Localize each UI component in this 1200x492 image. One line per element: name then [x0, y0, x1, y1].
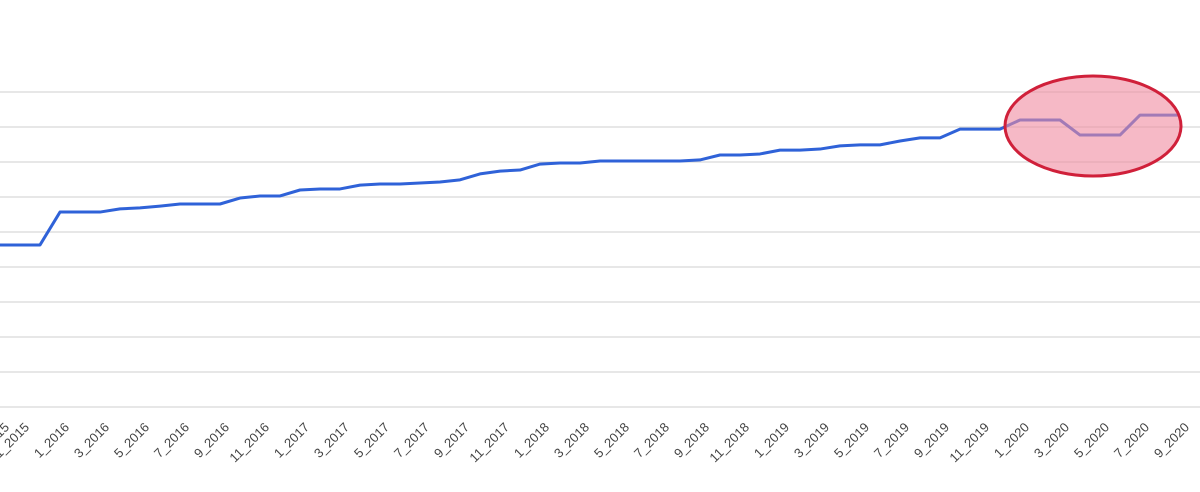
- x-tick-label: 7_2020: [1111, 420, 1152, 461]
- data-line: [0, 113, 1180, 247]
- x-tick-label: 5_2016: [111, 420, 152, 461]
- x-tick-label: 1_2019: [751, 420, 792, 461]
- x-tick-label: 5_2019: [831, 420, 872, 461]
- x-tick-label: 3_2018: [551, 420, 592, 461]
- x-tick-label: 5_2020: [1071, 420, 1112, 461]
- x-tick-label: 7_2017: [391, 420, 432, 461]
- x-tick-label: 5_2018: [591, 420, 632, 461]
- x-tick-label: 11_2017: [466, 420, 512, 466]
- x-tick-label: 1_2016: [31, 420, 72, 461]
- x-tick-label: 11_2019: [946, 420, 992, 466]
- x-tick-label: 3_2016: [71, 420, 112, 461]
- x-tick-label: 3_2017: [311, 420, 352, 461]
- plot-area: [0, 113, 1180, 247]
- x-tick-label: 5_2017: [351, 420, 392, 461]
- grid: [0, 91, 1200, 408]
- x-axis-labels: 10_201511_20151_20163_20165_20167_20169_…: [0, 420, 1192, 466]
- x-tick-label: 1_2020: [991, 420, 1032, 461]
- x-tick-label: 1_2018: [511, 420, 552, 461]
- x-tick-label: 3_2020: [1031, 420, 1072, 461]
- x-tick-label: 11_2018: [706, 420, 752, 466]
- x-tick-label: 11_2016: [226, 420, 272, 466]
- x-tick-label: 1_2017: [271, 420, 312, 461]
- x-tick-label: 7_2016: [151, 420, 192, 461]
- highlight-ellipse: [1003, 74, 1183, 178]
- x-tick-label: 3_2019: [791, 420, 832, 461]
- x-tick-label: 7_2018: [631, 420, 672, 461]
- x-tick-label: 7_2019: [871, 420, 912, 461]
- x-tick-label: 9_2020: [1151, 420, 1192, 461]
